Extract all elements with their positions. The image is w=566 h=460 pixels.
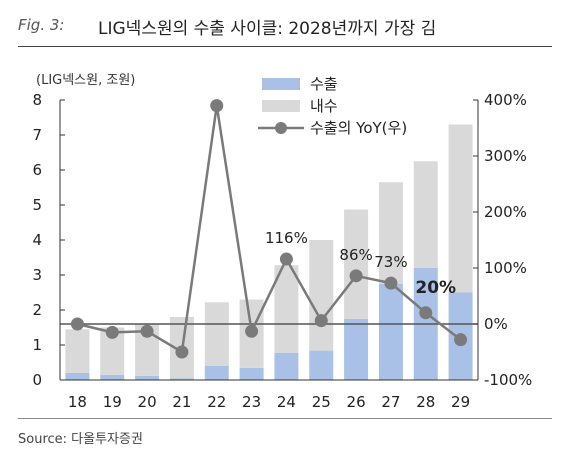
legend-swatch-export xyxy=(262,78,300,90)
yoy-point-20 xyxy=(140,324,154,338)
x-tick-label: 26 xyxy=(347,393,366,411)
bar-export-22 xyxy=(204,366,229,380)
bar-domestic-24 xyxy=(274,265,299,353)
chart-area: (LIG넥스원, 조원) 0 1 2 3 4 5 6 7 8 -100% 0% 100% 200% 300… xyxy=(0,50,566,420)
legend-label: 수출의 YoY(우) xyxy=(310,119,407,137)
y-left-tick-label: 5 xyxy=(32,196,42,214)
bar-export-20 xyxy=(135,375,160,380)
bar-export-23 xyxy=(239,367,264,380)
yoy-point-19 xyxy=(105,325,119,339)
legend-swatch-yoy-marker xyxy=(275,122,287,134)
yoy-point-25 xyxy=(314,314,328,328)
x-tick-label: 18 xyxy=(68,393,87,411)
yoy-line-group xyxy=(70,99,468,359)
bar-export-21 xyxy=(169,378,194,380)
figure-label: Fig. 3: xyxy=(18,16,65,34)
y-left-tick-label: 4 xyxy=(32,231,42,249)
y-left-tick-label: 7 xyxy=(32,126,42,144)
legend-label: 수출 xyxy=(310,75,338,93)
y-right-tick-label: 100% xyxy=(484,259,527,277)
bar-domestic-26 xyxy=(344,209,369,319)
y-left-tick-label: 0 xyxy=(32,371,42,389)
x-tick-label: 29 xyxy=(451,393,470,411)
source-divider xyxy=(18,418,552,419)
y-left-tick-label: 8 xyxy=(32,91,42,109)
x-tick-label: 25 xyxy=(312,393,331,411)
yoy-point-28 xyxy=(419,306,433,320)
x-tick-label: 20 xyxy=(138,393,157,411)
x-tick-label: 23 xyxy=(242,393,261,411)
bar-domestic-22 xyxy=(204,302,229,366)
x-tick-label: 27 xyxy=(381,393,400,411)
yoy-point-26 xyxy=(349,269,363,283)
legend-swatch-domestic xyxy=(262,100,300,112)
annotation-group: 116% 86% 73% 20% xyxy=(265,229,456,298)
y-left-tick-label: 2 xyxy=(32,301,42,319)
yoy-point-23 xyxy=(245,324,259,338)
figure-title: LIG넥스원의 수출 사이클: 2028년까지 가장 김 xyxy=(98,19,437,39)
bar-export-18 xyxy=(65,373,90,380)
header-divider xyxy=(18,46,552,47)
bar-export-24 xyxy=(274,352,299,380)
bar-export-25 xyxy=(309,350,334,380)
legend-label: 내수 xyxy=(310,97,338,115)
figure-header: Fig. 3: LIG넥스원의 수출 사이클: 2028년까지 가장 김 xyxy=(18,10,552,40)
y-right-tick-label: 200% xyxy=(484,203,527,221)
x-tick-label: 21 xyxy=(172,393,191,411)
y-right-tick-label: 0% xyxy=(484,315,508,333)
annotation-label: 86% xyxy=(339,246,372,264)
yoy-point-29 xyxy=(454,333,468,347)
y-left-tick-label: 6 xyxy=(32,161,42,179)
bar-domestic-27 xyxy=(378,182,403,284)
y-right-tick-label: -100% xyxy=(484,371,532,389)
x-tick-label: 24 xyxy=(277,393,296,411)
bar-export-19 xyxy=(100,374,125,380)
source-note: Source: 다올투자증권 xyxy=(18,432,143,447)
yoy-point-18 xyxy=(70,317,84,331)
x-tick-label: 28 xyxy=(416,393,435,411)
export-cycle-chart: (LIG넥스원, 조원) 012345678-100%0%100%200%300… xyxy=(32,73,532,411)
yoy-point-27 xyxy=(384,276,398,290)
y-left-tick-label: 3 xyxy=(32,266,42,284)
bar-export-27 xyxy=(378,283,403,380)
x-tick-label: 19 xyxy=(103,393,122,411)
yoy-point-24 xyxy=(279,252,293,266)
x-tick-label: 22 xyxy=(207,393,226,411)
y-right-tick-label: 400% xyxy=(484,91,527,109)
yoy-point-21 xyxy=(175,345,189,359)
yoy-point-22 xyxy=(210,99,224,113)
y-left-tick-label: 1 xyxy=(32,336,42,354)
bar-export-26 xyxy=(344,318,369,380)
annotation-label: 116% xyxy=(265,229,308,247)
bar-domestic-18 xyxy=(65,329,90,373)
unit-label: (LIG넥스원, 조원) xyxy=(36,73,135,88)
bar-domestic-25 xyxy=(309,240,334,351)
annotation-label: 73% xyxy=(374,253,407,271)
bar-domestic-28 xyxy=(413,161,438,268)
y-right-tick-label: 300% xyxy=(484,147,527,165)
bar-domestic-29 xyxy=(448,124,473,293)
bar-group xyxy=(65,124,473,380)
annotation-label: 20% xyxy=(415,278,456,298)
